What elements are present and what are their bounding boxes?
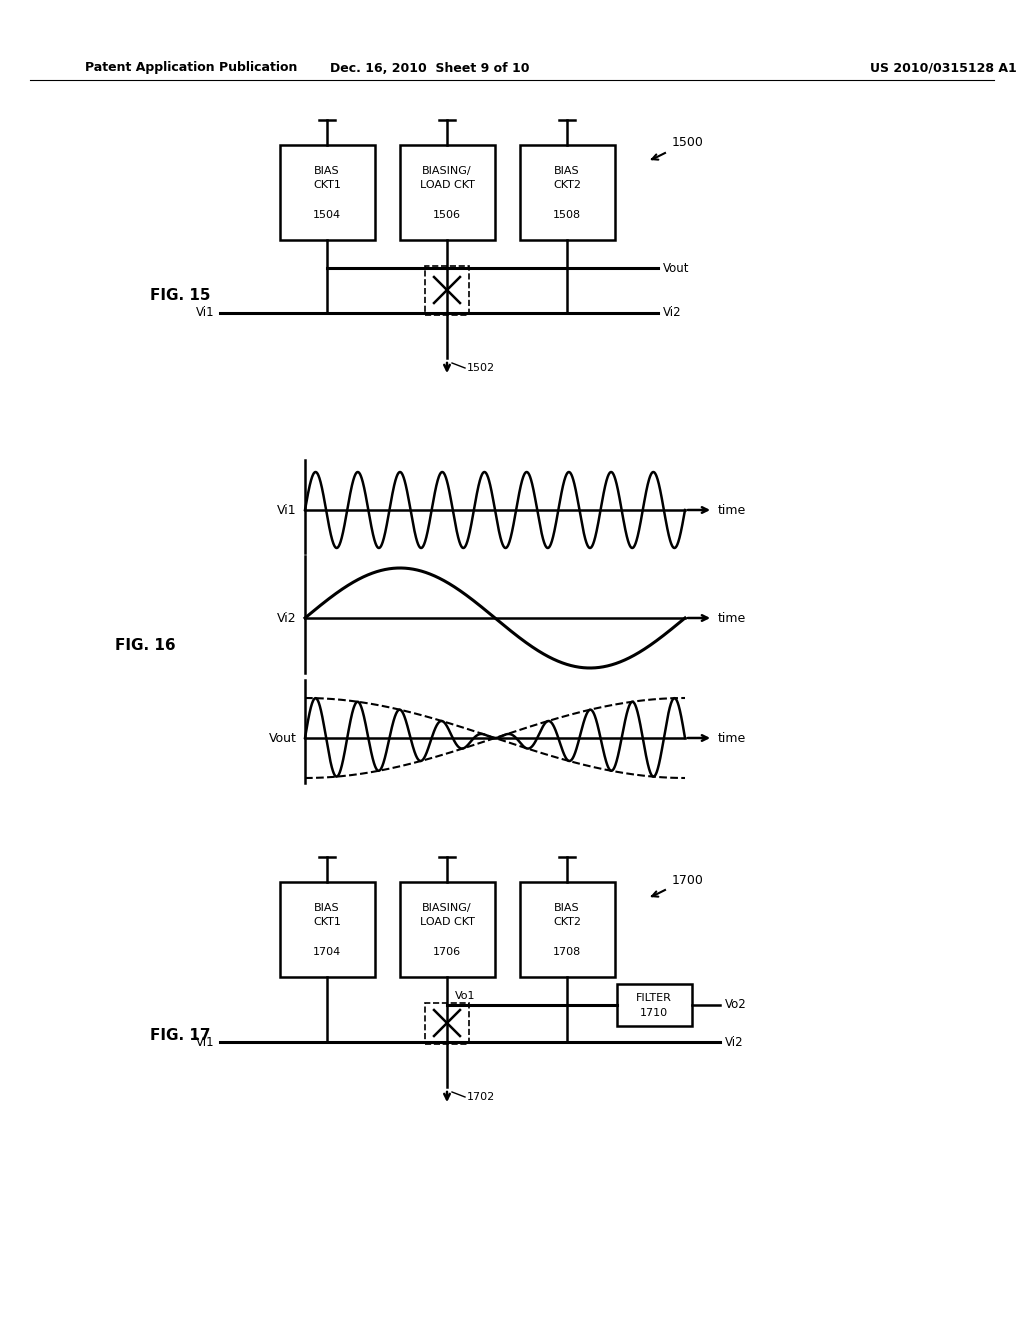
Text: Vi1: Vi1 [197,1035,215,1048]
Text: BIAS
CKT2: BIAS CKT2 [553,166,581,190]
Text: time: time [718,503,746,516]
Text: 1506: 1506 [433,210,461,220]
Text: 1502: 1502 [467,363,496,374]
Bar [425,267,469,315]
Text: 1508: 1508 [553,210,581,220]
Text: Patent Application Publication: Patent Application Publication [85,62,297,74]
Text: BIAS
CKT1: BIAS CKT1 [313,166,341,190]
Text: Vo2: Vo2 [725,998,746,1011]
Text: Vout: Vout [269,731,297,744]
Text: US 2010/0315128 A1: US 2010/0315128 A1 [870,62,1017,74]
Text: BIAS
CKT1: BIAS CKT1 [313,903,341,927]
Text: FIG. 17: FIG. 17 [150,1027,211,1043]
Text: BIAS
CKT2: BIAS CKT2 [553,903,581,927]
Text: 1700: 1700 [672,874,703,887]
Text: 1710: 1710 [640,1008,668,1018]
Text: BIASING/
LOAD CKT: BIASING/ LOAD CKT [420,903,474,927]
Text: time: time [718,731,746,744]
Text: FILTER: FILTER [636,993,672,1003]
Bar [400,145,495,240]
Bar [400,882,495,977]
Text: Vi2: Vi2 [278,611,297,624]
Bar [280,145,375,240]
Text: 1702: 1702 [467,1092,496,1102]
Text: time: time [718,611,746,624]
Text: FIG. 16: FIG. 16 [115,638,176,652]
Text: Vout: Vout [663,261,689,275]
Text: FIG. 15: FIG. 15 [150,288,211,302]
Text: 1708: 1708 [553,946,582,957]
Bar [425,1003,469,1044]
Text: 1704: 1704 [313,946,341,957]
Text: 1500: 1500 [672,136,703,149]
Bar [520,145,615,240]
Text: BIASING/
LOAD CKT: BIASING/ LOAD CKT [420,166,474,190]
Text: 1504: 1504 [313,210,341,220]
Text: Vo1: Vo1 [455,991,475,1001]
Bar [280,882,375,977]
Text: Dec. 16, 2010  Sheet 9 of 10: Dec. 16, 2010 Sheet 9 of 10 [331,62,529,74]
Text: 1706: 1706 [433,946,461,957]
Bar [617,983,692,1026]
Text: Vi2: Vi2 [725,1035,743,1048]
Bar [520,882,615,977]
Text: Vi2: Vi2 [663,306,682,319]
Text: Vi1: Vi1 [197,306,215,319]
Text: Vi1: Vi1 [278,503,297,516]
